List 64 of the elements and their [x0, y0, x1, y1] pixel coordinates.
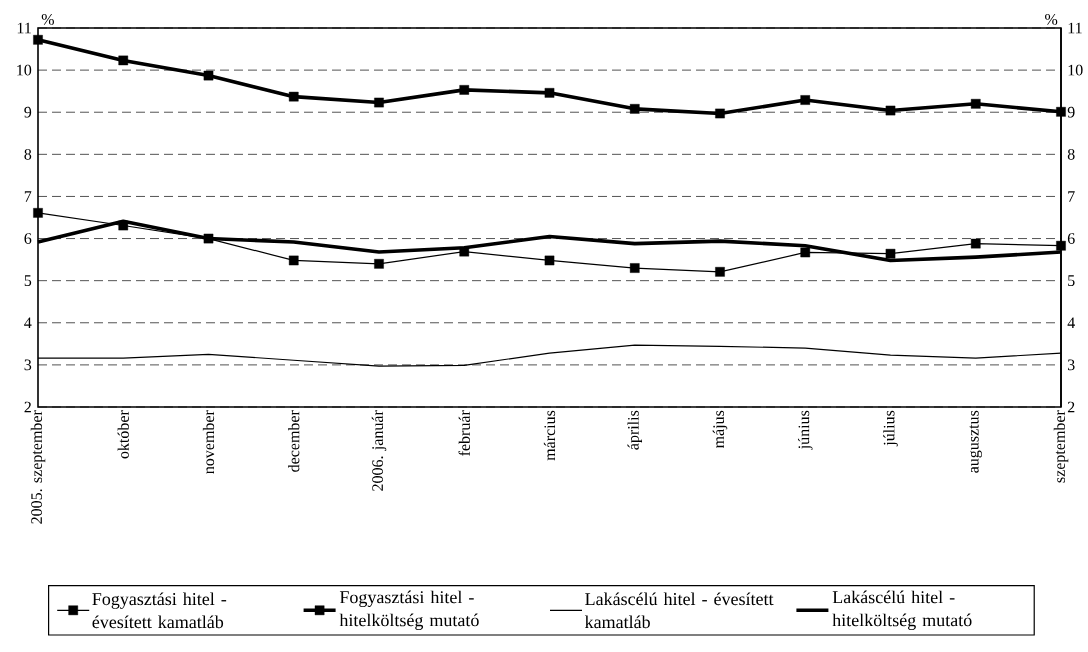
- point: [800, 95, 811, 105]
- y2-tick-label: 7: [1068, 191, 1075, 202]
- point: [715, 108, 725, 119]
- point: [885, 105, 896, 116]
- y-tick-label: 5: [24, 275, 32, 286]
- point: [970, 238, 981, 249]
- y2-axis-title: %: [1045, 13, 1058, 25]
- x-tick-label: szeptember: [1053, 410, 1069, 483]
- y-tick-label: 2: [24, 401, 31, 413]
- x-tick-label: november: [202, 410, 215, 474]
- y2-tick-label: 6: [1067, 233, 1075, 244]
- point: [288, 91, 299, 102]
- x-tick-label: április: [627, 410, 643, 450]
- y2-tick-label: 8: [1067, 148, 1075, 160]
- y-tick-label: 11: [17, 22, 31, 34]
- y2-tick-label: 9: [1067, 106, 1075, 118]
- point: [800, 247, 811, 258]
- point: [459, 246, 470, 257]
- point: [885, 248, 896, 259]
- y-tick-label: 10: [17, 64, 32, 76]
- point: [715, 267, 725, 277]
- y2-tick-label: 2: [1067, 401, 1075, 413]
- point: [970, 99, 981, 109]
- x-tick-label: október: [117, 410, 129, 459]
- point: [374, 259, 384, 269]
- point: [33, 208, 43, 218]
- legend-label: Lakáscélú hitel - évesített kamatláb: [584, 592, 774, 629]
- point: [1056, 240, 1066, 251]
- y2-tick-label: 3: [1067, 359, 1075, 371]
- point: [459, 85, 470, 95]
- x-tick-label: június: [797, 410, 813, 450]
- x-tick-label: május: [712, 410, 728, 449]
- x-tick-label: február: [458, 410, 470, 456]
- y2-tick-label: 11: [1068, 22, 1082, 34]
- legend-label: Fogyasztási hitel - hitelköltség mutató: [339, 590, 479, 631]
- x-tick-label: augusztus: [969, 410, 982, 473]
- point: [629, 104, 640, 114]
- point: [544, 88, 555, 98]
- x-tick-label: december: [288, 410, 300, 472]
- x-tick-label: március: [543, 410, 556, 461]
- x-tick-label: 2005. szeptember: [30, 410, 46, 524]
- y-tick-label: 9: [24, 106, 32, 118]
- x-tick-label: 2006. január: [371, 410, 387, 491]
- y2-tick-label: 10: [1068, 64, 1083, 76]
- point: [203, 70, 214, 81]
- point: [203, 233, 214, 244]
- point: [288, 255, 299, 266]
- point: [118, 220, 129, 231]
- point: [544, 255, 555, 266]
- point: [374, 97, 384, 108]
- point: [118, 55, 129, 66]
- y2-tick-label: 5: [1068, 275, 1075, 286]
- y-tick-label: 3: [24, 359, 32, 371]
- y-tick-label: 4: [24, 317, 32, 329]
- y2-tick-label: 4: [1067, 317, 1075, 329]
- point: [629, 263, 640, 273]
- legend-label: Fogyasztási hitel - évesített kamatláb: [92, 592, 227, 629]
- legend-label: Lakáscélú hitel - hitelköltség mutató: [832, 590, 972, 631]
- y-tick-label: 8: [24, 148, 32, 160]
- point: [33, 34, 43, 45]
- y-axis-title: %: [41, 13, 54, 25]
- y-tick-label: 6: [24, 233, 32, 244]
- x-tick-label: július: [883, 410, 898, 447]
- y-tick-label: 7: [24, 191, 32, 202]
